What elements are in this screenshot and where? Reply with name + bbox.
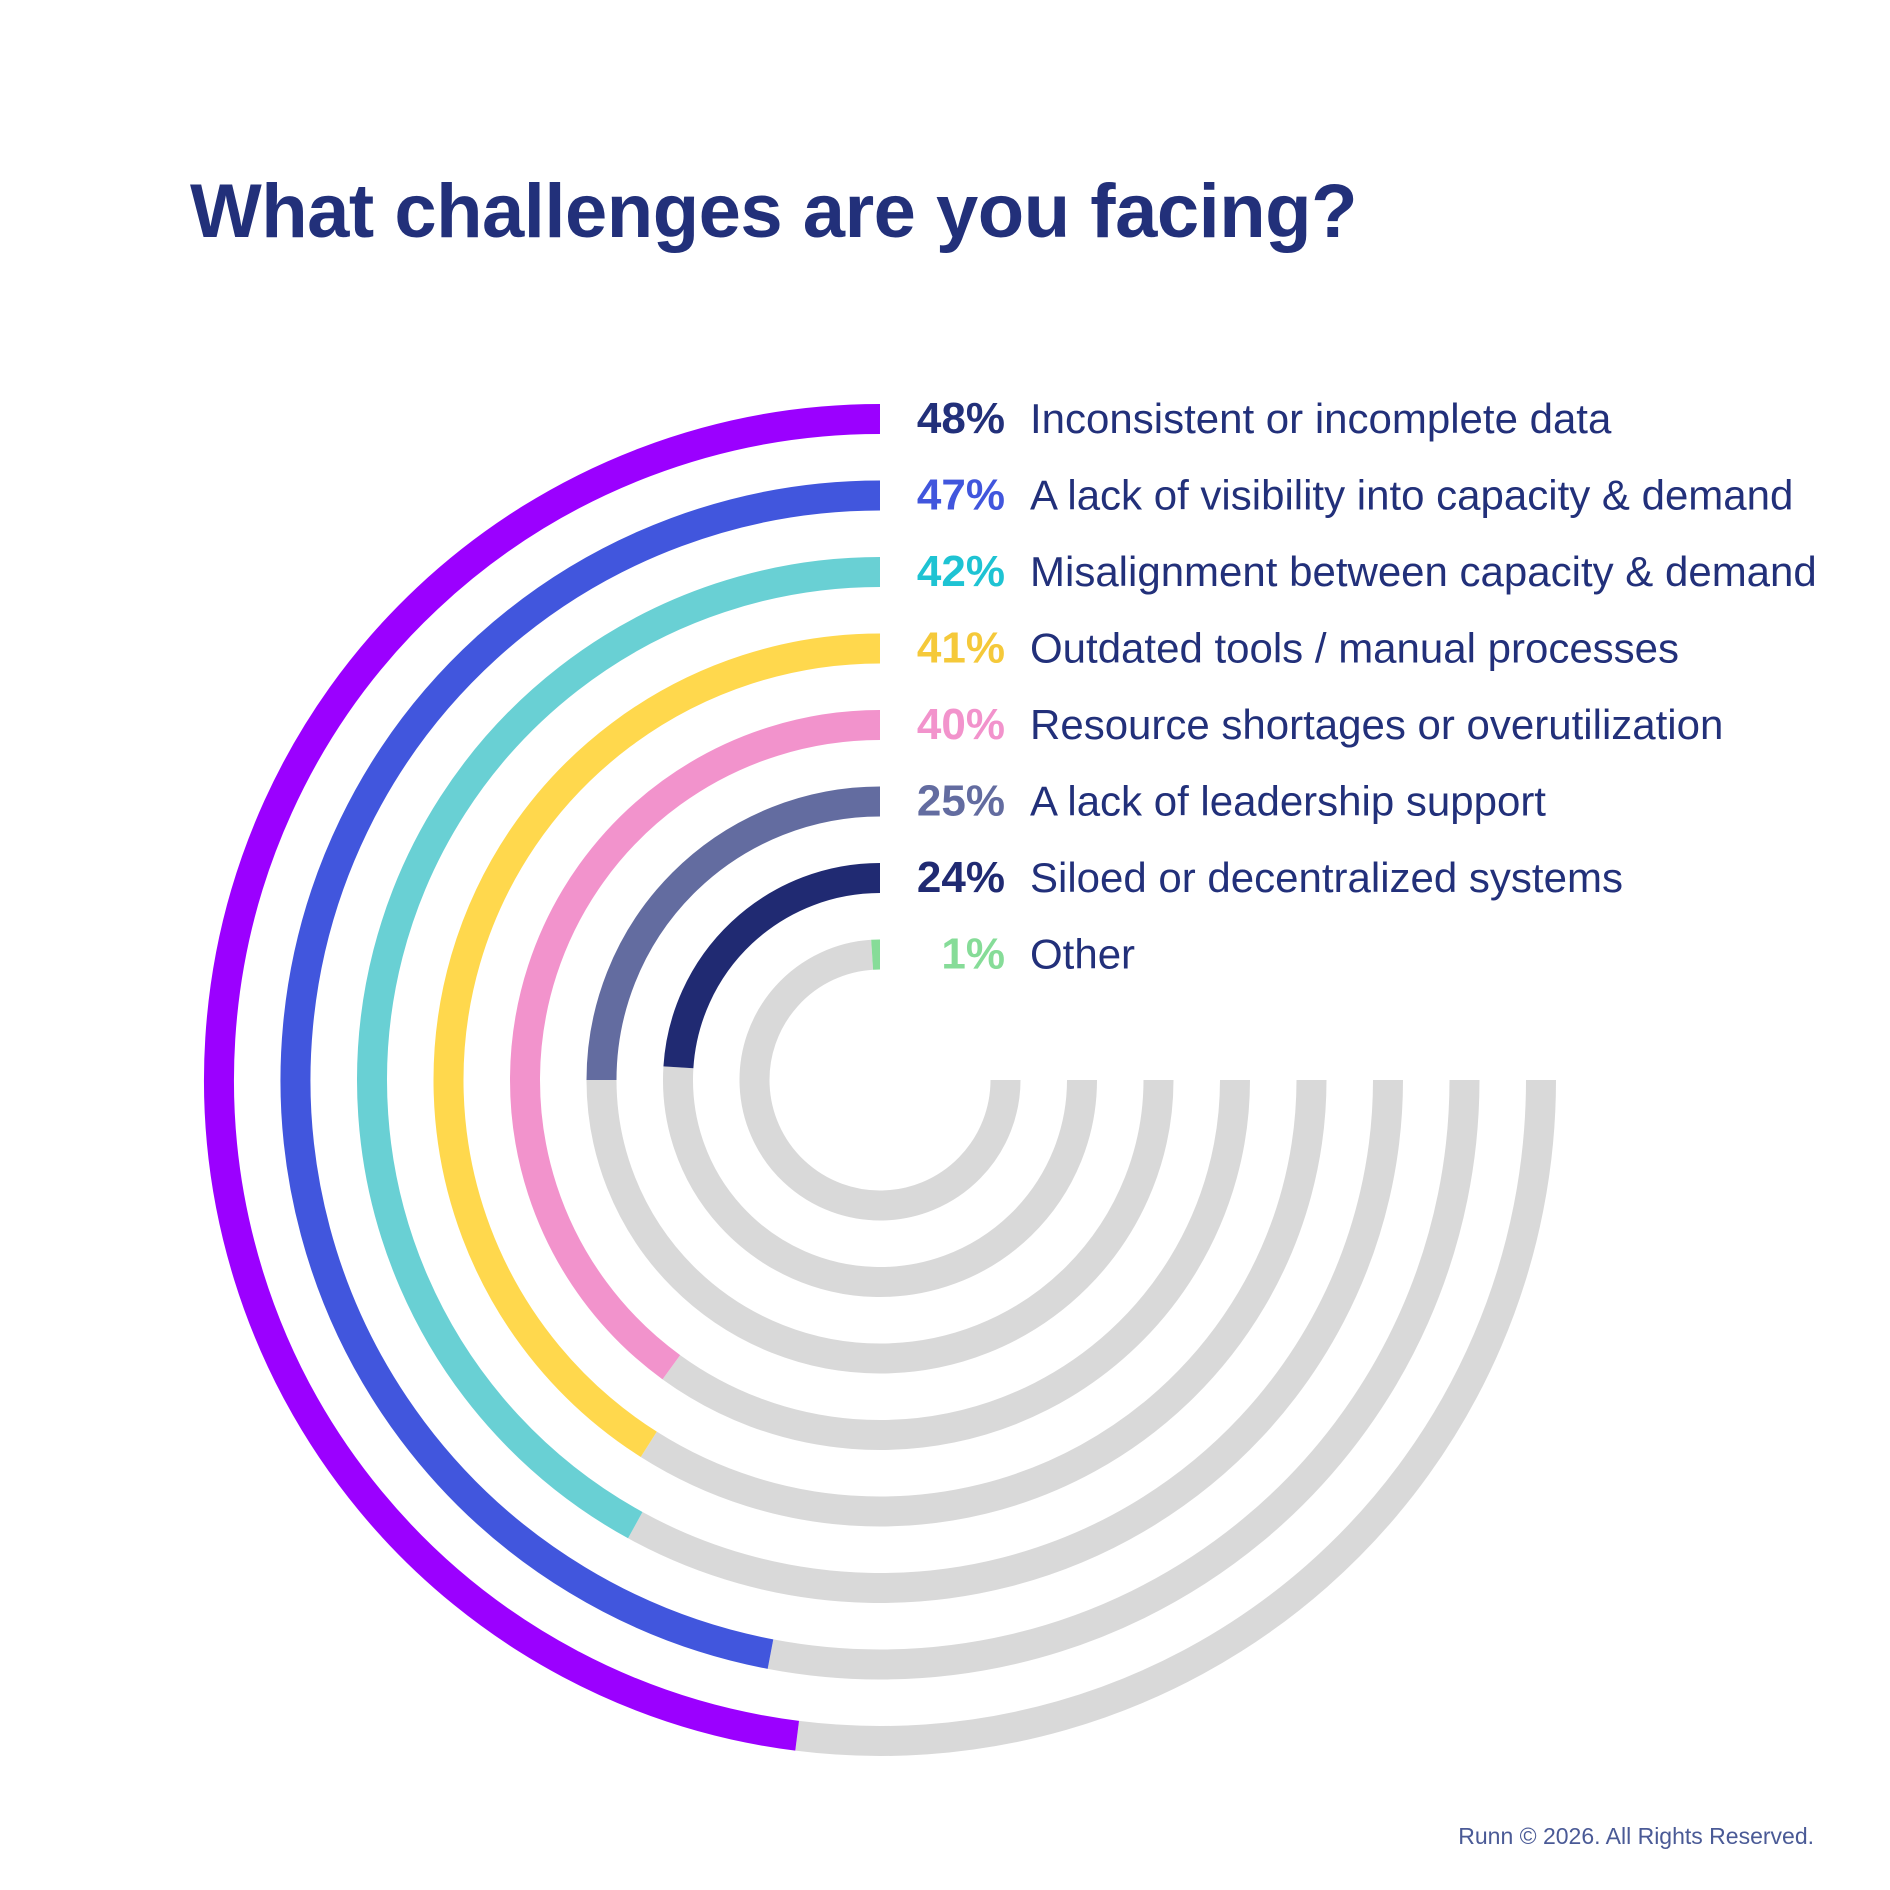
label-group: 48% Inconsistent or incomplete data 47% A l… <box>917 394 1817 979</box>
percent-label-5: 40% <box>917 700 1005 749</box>
percent-label-8: 1% <box>941 930 1005 979</box>
category-label-2: A lack of visibility into capacity & dem… <box>1030 472 1793 519</box>
percent-label-1: 48% <box>917 394 1005 443</box>
ring-bar-2 <box>280 480 881 1669</box>
ring-bar-5 <box>510 710 881 1380</box>
percent-label-4: 41% <box>917 624 1005 673</box>
ring-track-2 <box>767 1079 1480 1680</box>
category-label-6: A lack of leadership support <box>1030 778 1546 825</box>
category-label-5: Resource shortages or overutilization <box>1030 701 1723 748</box>
percent-label-6: 25% <box>917 777 1005 826</box>
category-label-8: Other <box>1030 931 1135 978</box>
ring-track-4 <box>640 1079 1327 1527</box>
track-group <box>586 939 1556 1756</box>
ring-track-3 <box>628 1079 1403 1603</box>
ring-track-1 <box>795 1079 1556 1756</box>
copyright-footer: Runn © 2026. All Rights Reserved. <box>1458 1823 1814 1849</box>
ring-bar-6 <box>586 786 881 1081</box>
ring-bar-3 <box>357 557 881 1539</box>
bar-group <box>203 404 881 1751</box>
category-label-1: Inconsistent or incomplete data <box>1030 395 1612 442</box>
category-label-4: Outdated tools / manual processes <box>1030 625 1679 672</box>
percent-label-3: 42% <box>917 547 1005 596</box>
percent-label-2: 47% <box>917 471 1005 520</box>
ring-bar-4 <box>433 633 881 1457</box>
ring-track-7 <box>663 1066 1097 1298</box>
ring-bar-1 <box>203 404 881 1751</box>
ring-track-6 <box>586 1079 1174 1374</box>
category-label-3: Misalignment between capacity & demand <box>1030 548 1817 595</box>
ring-track-5 <box>662 1079 1250 1450</box>
ring-bar-7 <box>663 863 881 1069</box>
category-label-7: Siloed or decentralized systems <box>1030 854 1623 901</box>
chart-title: What challenges are you facing? <box>190 169 1358 254</box>
ring-track-8 <box>739 939 1021 1221</box>
percent-label-7: 24% <box>917 853 1005 902</box>
